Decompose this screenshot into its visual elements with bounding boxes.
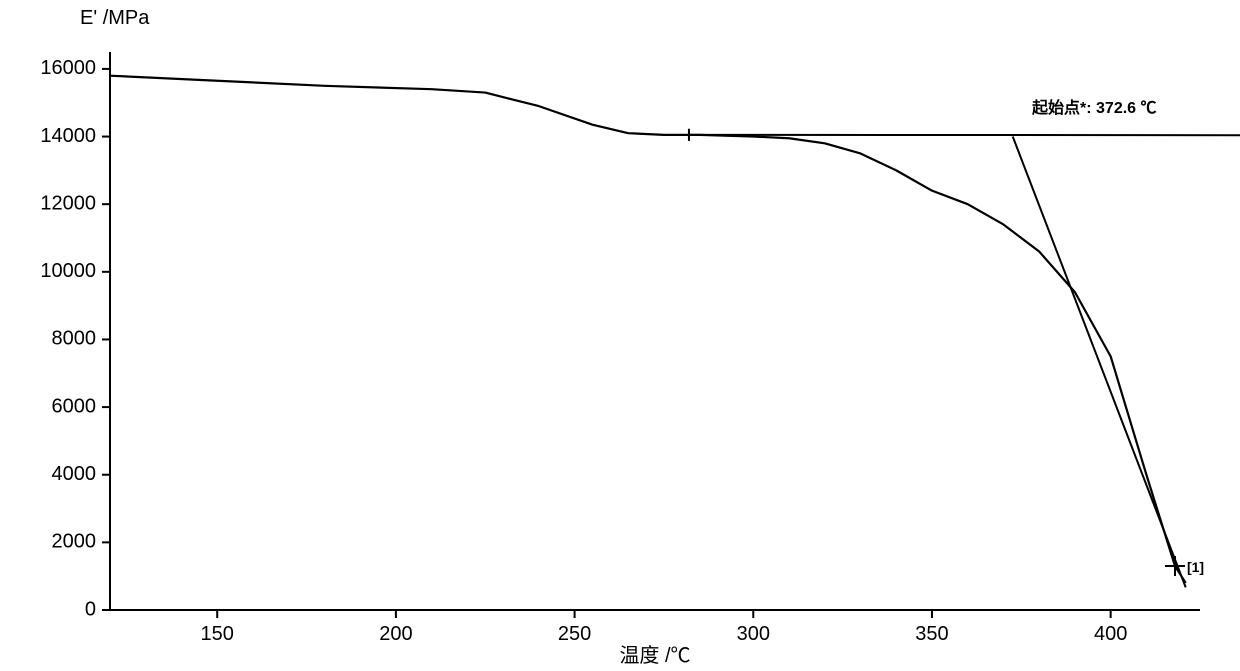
x-tick-label: 300: [737, 623, 770, 645]
x-tick-label: 150: [201, 623, 234, 645]
x-tick-label: 400: [1094, 623, 1127, 645]
x-tick-label: 250: [558, 623, 591, 645]
onset-annotation: 起始点*: 372.6 ℃: [1031, 98, 1157, 117]
y-tick-label: 14000: [40, 125, 96, 147]
y-axis-title: E' /MPa: [80, 7, 150, 29]
x-tick-label: 350: [915, 623, 948, 645]
y-tick-label: 6000: [52, 395, 97, 417]
y-tick-label: 8000: [52, 328, 97, 350]
y-tick-label: 10000: [40, 260, 96, 282]
x-tick-label: 200: [379, 623, 412, 645]
chart-svg: 0 2000 4000 6000 8000 10000 12000 14000 16000 150…: [0, 0, 1240, 671]
x-axis-title: 温度 /℃: [619, 644, 690, 667]
y-tick-label: 12000: [40, 192, 96, 214]
y-tick-label: 16000: [40, 57, 96, 79]
y-tick-label: 2000: [52, 531, 97, 553]
y-tick-label: 4000: [52, 463, 97, 485]
end-marker-label: [1]: [1187, 559, 1204, 575]
dma-chart: 0 2000 4000 6000 8000 10000 12000 14000 16000 150…: [0, 0, 1240, 671]
y-tick-label: 0: [85, 598, 96, 620]
